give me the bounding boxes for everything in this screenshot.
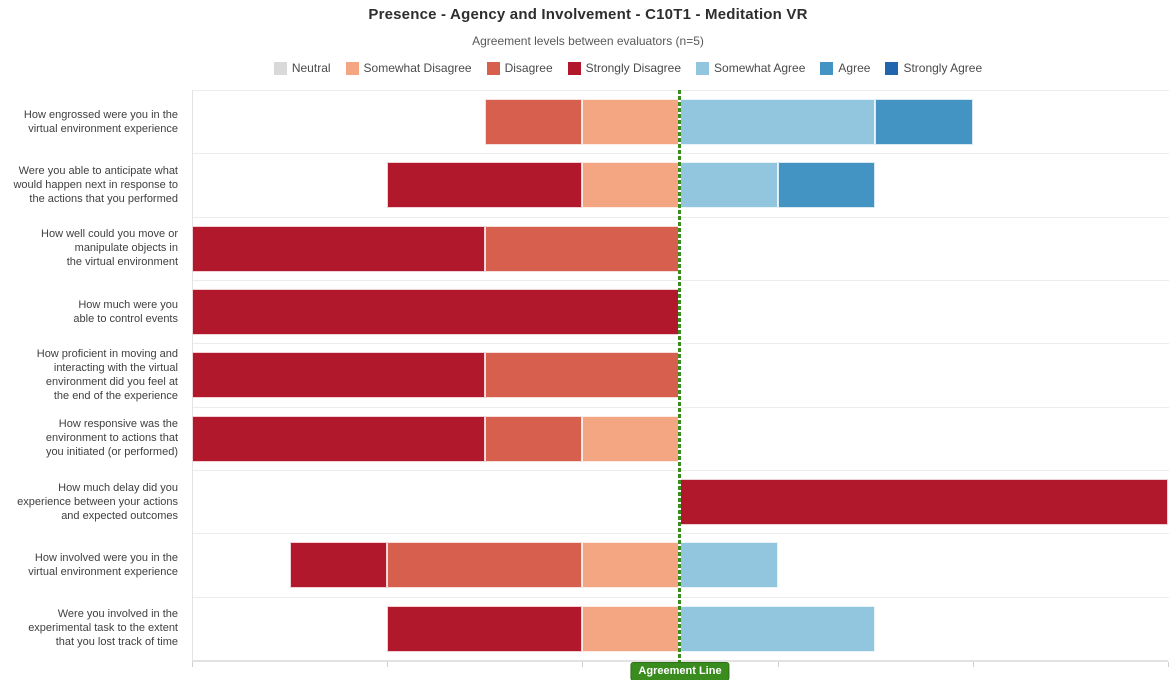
question-label: How much were you able to control events [73, 298, 178, 325]
bar-segment-disagree [484, 352, 680, 399]
bar-segment-somewhat-disagree [582, 415, 680, 462]
legend-label: Agree [838, 61, 871, 75]
bar-segment-somewhat-disagree [582, 605, 680, 652]
legend-item-agree[interactable]: Agree [820, 61, 870, 75]
legend-label: Neutral [291, 61, 331, 75]
chart-row [192, 344, 1169, 408]
chart-row [193, 598, 1169, 661]
chart-row [193, 471, 1169, 535]
question-label: Were you involved in the experimental tas… [28, 608, 178, 649]
bar-segment-strongly-disagree [680, 478, 1168, 525]
question-label: Were you able to anticipate what would ha… [13, 164, 178, 205]
bar-segment-strongly-disagree [192, 352, 485, 399]
question-label: How engrossed were you in the virtual env… [23, 108, 178, 135]
bar-segment-disagree [484, 415, 583, 462]
bar-segment-somewhat-disagree [582, 542, 680, 589]
question-label: How involved were you in the virtual envi… [28, 551, 178, 578]
chart-legend: Neutral Somewhat Disagree Disagree Strongly… [80, 61, 1176, 75]
chart-row [193, 91, 1169, 155]
bar-segment-strongly-disagree [387, 605, 583, 652]
bar-segment-somewhat-disagree [582, 99, 680, 145]
chart-subtitle: Agreement levels between evaluators (n=5… [472, 34, 704, 48]
legend-item-neutral[interactable]: Neutral [273, 61, 331, 75]
question-label: How much delay did you experience between… [17, 481, 178, 522]
x-axis-tick [1168, 662, 1169, 667]
chart-row [193, 534, 1169, 598]
y-axis-question-labels: How engrossed were you in the virtual env… [0, 90, 178, 660]
bar-segment-somewhat-agree [680, 99, 876, 145]
question-label: How proficient in moving and interacting … [36, 347, 178, 402]
bar-segment-strongly-disagree [192, 288, 680, 335]
bar-segment-strongly-disagree [192, 225, 485, 272]
legend-label: Somewhat Agree [714, 61, 806, 75]
chart-row [193, 154, 1169, 218]
bar-segment-somewhat-disagree [582, 162, 680, 209]
legend-swatch [820, 61, 834, 75]
legend-item-strongly-disagree[interactable]: Strongly Disagree [567, 61, 682, 75]
agreement-center-line [678, 90, 681, 668]
chart-row [192, 218, 1169, 281]
legend-swatch [345, 61, 359, 75]
question-label: How well could you move or manipulate obj… [41, 228, 178, 269]
chart-row [192, 281, 1169, 345]
x-axis-tick [582, 662, 584, 667]
x-axis-tick [972, 662, 974, 667]
bar-segment-somewhat-agree [680, 542, 778, 589]
x-axis-tick [387, 662, 389, 667]
legend-swatch [486, 61, 500, 75]
bar-segment-disagree [484, 99, 583, 145]
chart-row [192, 408, 1169, 471]
legend-item-strongly-agree[interactable]: Strongly Agree [885, 61, 982, 75]
legend-label: Strongly Disagree [585, 61, 682, 75]
bar-segment-somewhat-agree [680, 605, 876, 652]
agreement-line-badge: Agreement Line [630, 662, 730, 680]
legend-swatch [885, 61, 899, 75]
chart-title: Presence - Agency and Involvement - C10T… [368, 6, 808, 23]
legend-swatch [567, 61, 581, 75]
question-label: How responsive was the environment to act… [45, 418, 178, 459]
legend-label: Somewhat Disagree [363, 61, 472, 75]
bar-segment-somewhat-agree [680, 162, 778, 209]
bar-segment-agree [777, 162, 876, 209]
bar-segment-agree [875, 99, 973, 145]
x-axis-tick [192, 662, 193, 667]
bar-segment-disagree [484, 225, 680, 272]
bar-segment-strongly-disagree [192, 415, 485, 462]
legend-item-disagree[interactable]: Disagree [486, 61, 553, 75]
bar-segment-disagree [387, 542, 583, 589]
legend-item-somewhat-agree[interactable]: Somewhat Agree [696, 61, 805, 75]
x-axis-tick [777, 662, 779, 667]
legend-swatch [273, 61, 287, 75]
legend-label: Strongly Agree [903, 61, 983, 75]
bar-segment-strongly-disagree [387, 162, 583, 209]
plot-area [192, 90, 1169, 661]
bar-segment-strongly-disagree [289, 542, 388, 589]
legend-swatch [696, 61, 710, 75]
legend-label: Disagree [504, 61, 553, 75]
legend-item-somewhat-disagree[interactable]: Somewhat Disagree [345, 61, 472, 75]
